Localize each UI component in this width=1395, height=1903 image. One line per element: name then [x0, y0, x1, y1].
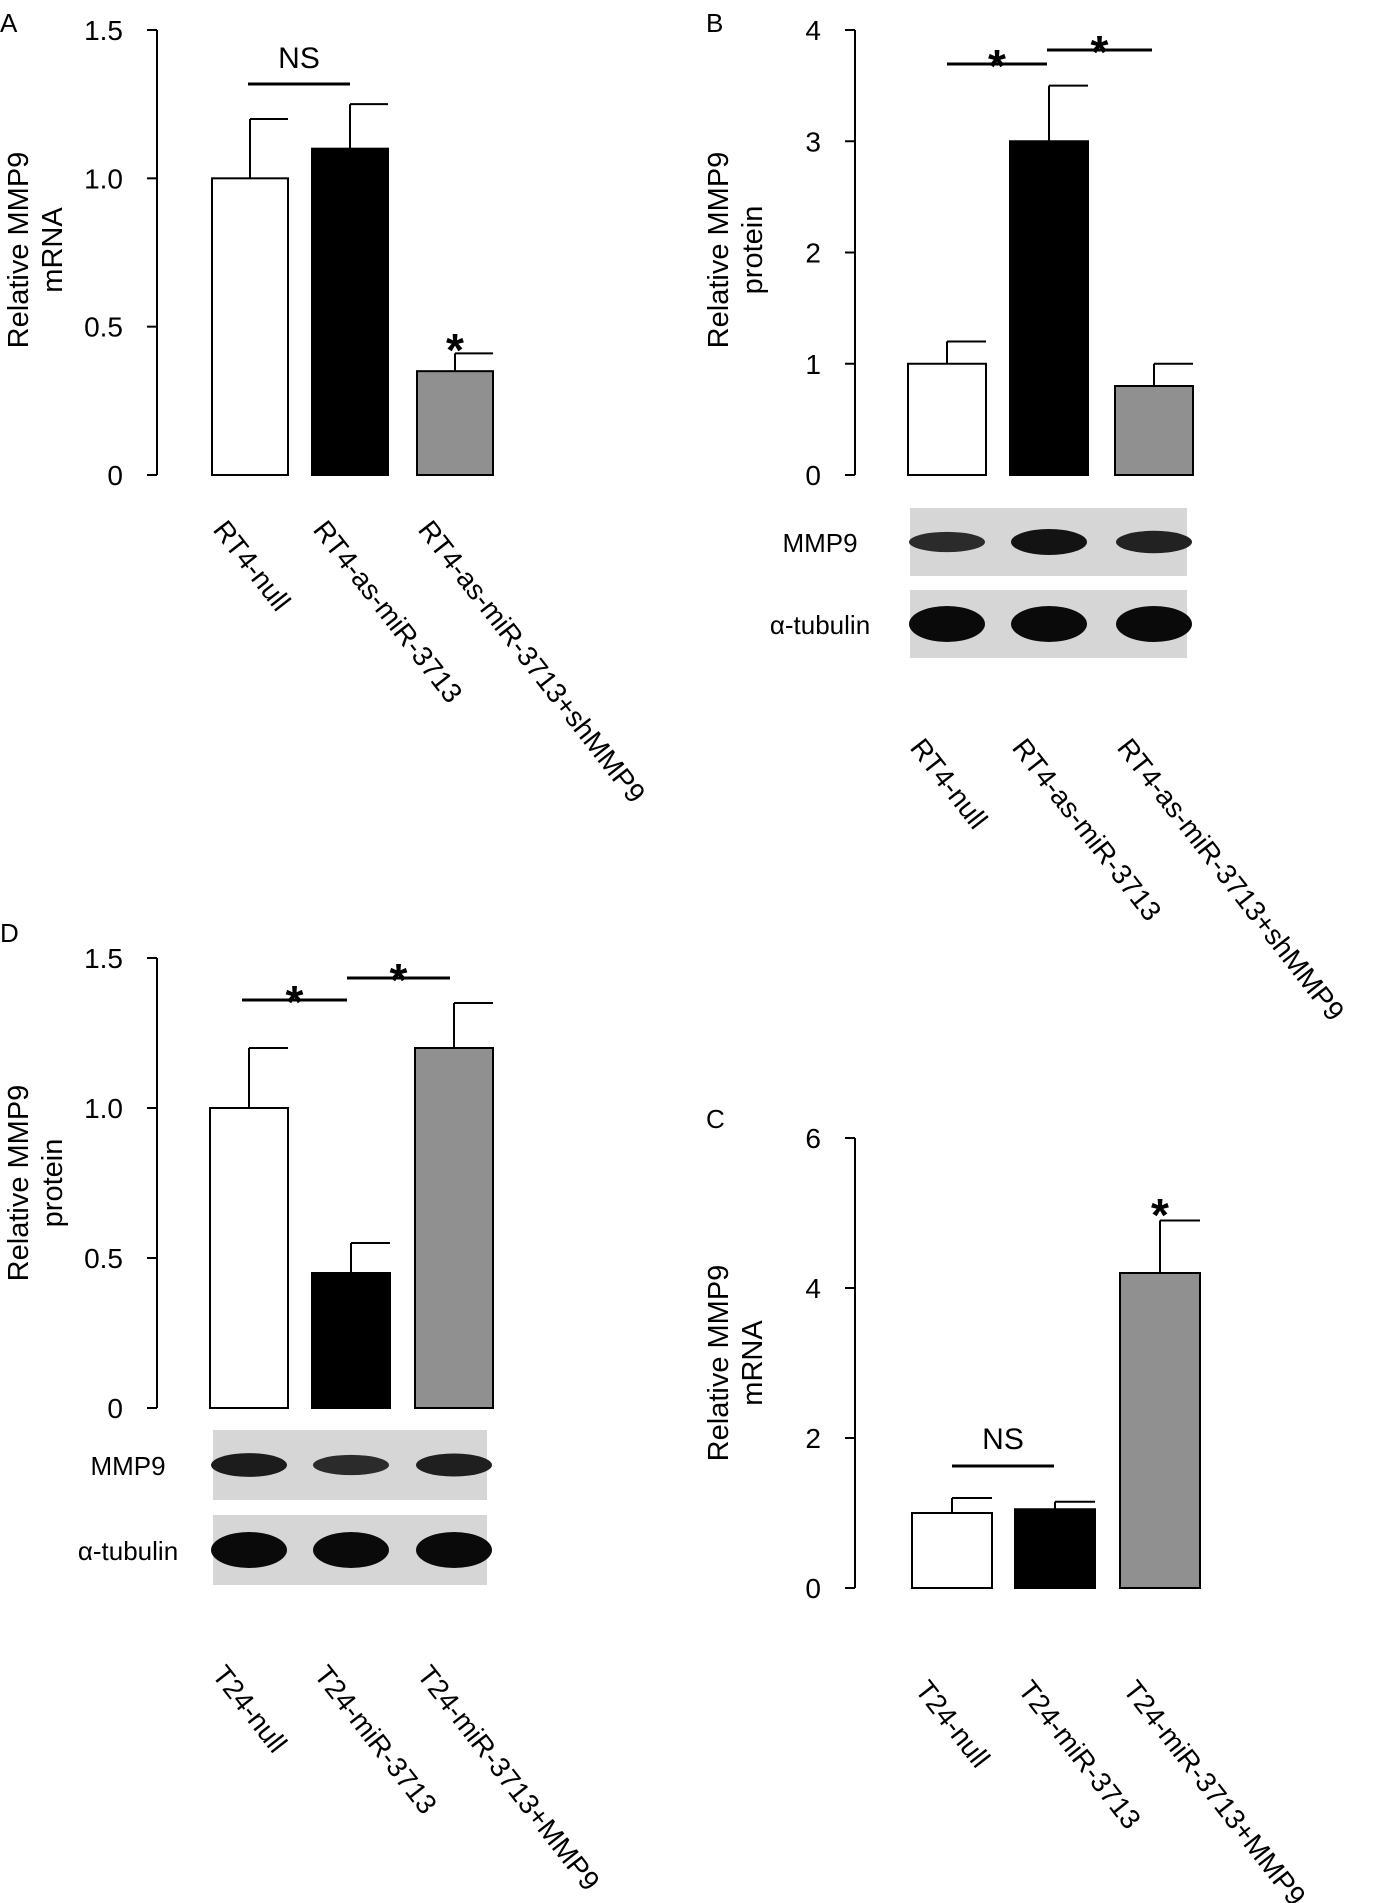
y-axis-title-line: Relative MMP9 [3, 1085, 35, 1282]
blot-row-label: α-tubulin [770, 610, 870, 640]
blot-row-label: MMP9 [90, 1451, 165, 1481]
panel-letter: C [706, 1104, 725, 1134]
category-label: RT4-as-miR-3713+shMMP9 [1111, 733, 1350, 1027]
y-tick-label: 0 [107, 1393, 123, 1424]
y-tick-label: 3 [805, 126, 821, 157]
blot-band [1011, 529, 1087, 555]
significance-marker: * [446, 324, 464, 376]
y-axis-title-line: Relative MMP9 [703, 152, 735, 349]
significance-label: * [390, 954, 408, 1006]
blot-row-label: α-tubulin [78, 1536, 178, 1566]
y-axis-title-line: Relative MMP9 [3, 152, 35, 349]
y-tick-label: 0 [805, 1573, 821, 1604]
category-label: RT4-as-miR-3713+shMMP9 [412, 515, 651, 809]
significance-label: NS [982, 1423, 1024, 1456]
panel-b: B 0 1 2 3 4 Relative MMP9 protein * * MMP9 α-tubuli… [703, 8, 1350, 1027]
bar-1 [907, 362, 987, 476]
blot-band [1011, 606, 1087, 642]
panel-d: D 0 0.5 1.0 1.5 Relative MMP9 protein * * MMP9 α-t… [0, 918, 606, 1896]
y-axis-title: Relative MMP9 protein [3, 1085, 69, 1282]
y-tick-label: 1 [805, 349, 821, 380]
blot-row-label: MMP9 [782, 528, 857, 558]
category-label: T24-miR-3713+MMP9 [1117, 1675, 1311, 1903]
blot-band [313, 1532, 389, 1568]
bar-2 [1014, 1508, 1096, 1589]
y-tick-label: 4 [805, 1273, 821, 1304]
bar-2 [1009, 140, 1089, 476]
y-tick-label: 6 [805, 1123, 821, 1154]
blot-band [1116, 606, 1192, 642]
y-axis-title-line: protein [37, 1139, 69, 1228]
category-label: T24-null [909, 1675, 996, 1774]
significance-marker: * [1151, 1189, 1169, 1241]
bar-3 [1119, 1272, 1201, 1589]
panel-letter: B [706, 8, 723, 38]
panel-letter: A [0, 8, 18, 38]
bar-1 [209, 1107, 289, 1409]
y-tick-label: 4 [805, 15, 821, 46]
significance-label: * [1091, 26, 1109, 78]
y-tick-label: 0.5 [84, 1243, 123, 1274]
significance-label: NS [278, 42, 320, 75]
bar-1 [211, 177, 289, 476]
bar-2 [311, 1272, 391, 1409]
bar-2 [311, 147, 389, 477]
y-axis-title-line: Relative MMP9 [703, 1265, 735, 1462]
blot-band [909, 531, 985, 553]
category-label: T24-miR-3713+MMP9 [411, 1660, 605, 1897]
category-label: RT4-null [207, 515, 296, 617]
category-label: RT4-null [904, 733, 993, 835]
y-axis-title-line: protein [737, 206, 769, 295]
blot-band [416, 1453, 492, 1477]
bar-3 [416, 370, 494, 476]
y-tick-label: 1.0 [84, 163, 123, 194]
blot-band [211, 1532, 287, 1568]
blot-band [211, 1453, 287, 1477]
y-axis-title: Relative MMP9 mRNA [3, 152, 69, 349]
category-label: T24-null [206, 1660, 293, 1759]
blot-band [909, 606, 985, 642]
blot-band [1116, 530, 1192, 554]
y-tick-label: 2 [805, 238, 821, 269]
y-tick-label: 0 [805, 460, 821, 491]
panel-letter: D [0, 918, 19, 948]
y-tick-label: 0 [107, 460, 123, 491]
y-tick-label: 0.5 [84, 312, 123, 343]
blot-band [416, 1532, 492, 1568]
y-tick-label: 2 [805, 1423, 821, 1454]
y-tick-label: 1.5 [84, 15, 123, 46]
y-axis-title-line: mRNA [737, 1320, 769, 1406]
panel-c: C 0 2 4 6 Relative MMP9 mRNA NS * T24-null T24-miR… [703, 1104, 1312, 1903]
bar-1 [911, 1512, 993, 1589]
y-tick-label: 1.5 [84, 943, 123, 974]
y-axis-title-line: mRNA [37, 207, 69, 293]
y-axis-title: Relative MMP9 protein [703, 152, 769, 349]
y-axis-title: Relative MMP9 mRNA [703, 1265, 769, 1462]
bar-3 [414, 1047, 494, 1409]
panel-a: A 0 0.5 1.0 1.5 Relative MMP9 mRNA NS * RT4-null R… [0, 8, 651, 809]
y-tick-label: 1.0 [84, 1093, 123, 1124]
significance-label: * [988, 40, 1006, 92]
bar-3 [1114, 385, 1194, 476]
blot-band [313, 1454, 389, 1476]
significance-label: * [286, 976, 304, 1028]
